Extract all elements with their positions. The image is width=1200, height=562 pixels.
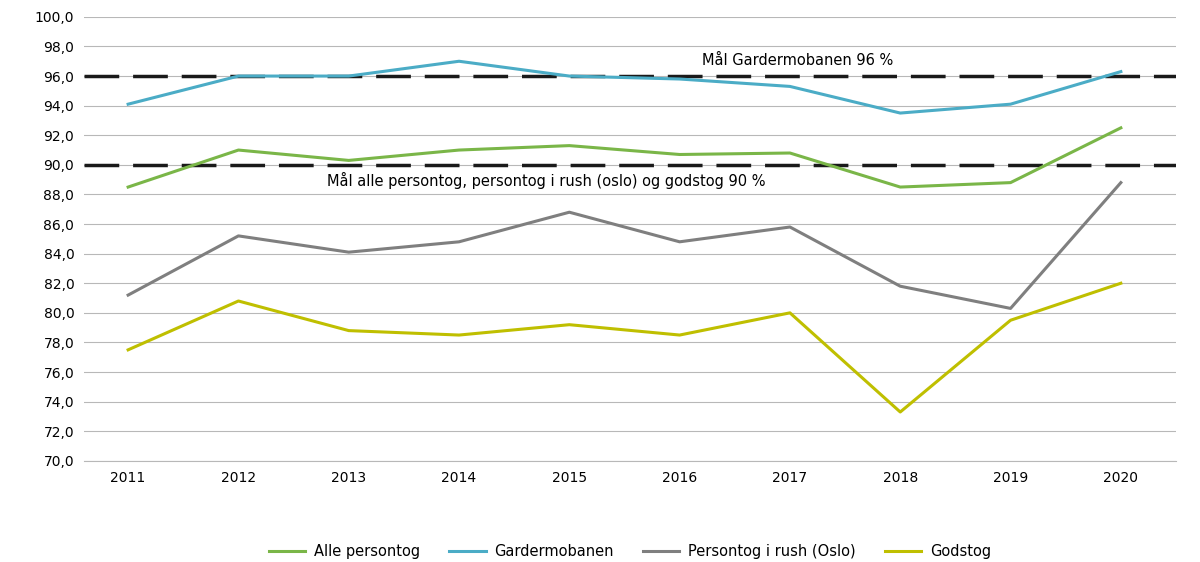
Text: Mål alle persontog, persontog i rush (oslo) og godstog 90 %: Mål alle persontog, persontog i rush (os… <box>326 171 766 188</box>
Text: Mål Gardermobanen 96 %: Mål Gardermobanen 96 % <box>702 53 893 68</box>
Legend: Alle persontog, Gardermobanen, Persontog i rush (Oslo), Godstog: Alle persontog, Gardermobanen, Persontog… <box>263 538 997 562</box>
